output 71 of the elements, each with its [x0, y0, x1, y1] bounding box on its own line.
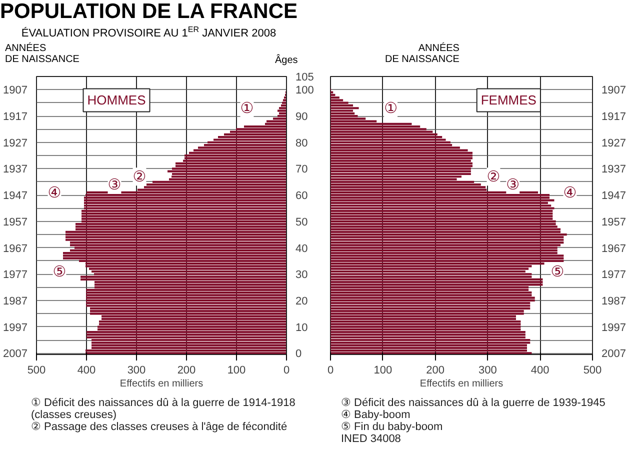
y2-tick-label: 1907 [3, 84, 28, 97]
y-tick-label: 80 [296, 137, 308, 150]
text: FEMMES [480, 92, 537, 108]
x-tick-label: 0 [283, 364, 290, 376]
x-tick-label: 100 [227, 364, 246, 376]
y-tick-label: 20 [296, 295, 308, 308]
x-tick-label: 500 [583, 364, 602, 376]
y2-tick-label: 1947 [3, 190, 28, 202]
y-tick-label: 60 [296, 190, 308, 202]
annotation: ⑤ [550, 262, 564, 280]
text: ③ Déficit des naissances dû à la guerre de 1939-1945 [341, 397, 606, 409]
y2-tick-label: 2007 [3, 348, 28, 360]
text: INED 34008 [341, 433, 402, 445]
text: HOMMES [87, 92, 146, 108]
x-axis-title: Effectifs en milliers [420, 378, 504, 390]
annotation: ③ [108, 176, 122, 194]
annotation: ① [240, 99, 254, 118]
annotation: ③ [506, 176, 520, 194]
y-axis-title: ANNÉES DE NAISSANCE [385, 43, 460, 65]
x-tick-label: 500 [27, 364, 46, 376]
annotation: ② [486, 168, 500, 186]
y-tick-label: 1997 [602, 322, 626, 334]
y-tick-label: 1927 [602, 137, 626, 150]
y2-tick-label: 1927 [3, 137, 28, 150]
y-tick-label: 1947 [602, 190, 626, 202]
x-axis-title: Effectifs en milliers [120, 378, 204, 390]
y-tick-label: 1937 [602, 164, 626, 176]
text: ⑤ Fin du baby-boom [341, 421, 444, 433]
y-tick-label: 0 [296, 348, 302, 360]
x-tick-label: 400 [530, 364, 550, 376]
y2-tick-label: 1987 [3, 295, 28, 308]
y2-tick-label: 1937 [3, 164, 28, 176]
annotation: ④ [48, 183, 62, 202]
text: ④ Baby-boom [341, 409, 412, 421]
y-tick-label: 50 [296, 216, 308, 228]
y-tick-label: 40 [296, 242, 308, 255]
y2-tick-label: 1997 [3, 322, 28, 334]
y-tick-label: 1957 [602, 216, 626, 228]
x-tick-label: 300 [478, 364, 497, 376]
annotation: ④ [563, 183, 577, 202]
chart-title: POPULATION DE LA FRANCE [0, 0, 298, 23]
y-tick-label: 1967 [602, 242, 626, 255]
y-tick-label: 1987 [602, 295, 626, 308]
y-tick-label: 105 [296, 72, 314, 84]
y-tick-label: 70 [296, 164, 308, 176]
y-tick-label: 1907 [602, 84, 626, 97]
y-tick-label: 10 [296, 322, 308, 334]
x-tick-label: 0 [327, 364, 334, 376]
y2-tick-label: 1917 [3, 111, 28, 124]
x-tick-label: 200 [426, 364, 444, 376]
text: ② Passage des classes creuses à l'âge de fécondité [31, 421, 288, 433]
x-tick-label: 300 [127, 364, 146, 376]
y2-axis-title: ANNÉES DE NAISSANCE [5, 43, 80, 65]
y-tick-label: 2007 [602, 348, 626, 360]
y-tick-label: 100 [296, 84, 314, 97]
y2-tick-label: 1967 [3, 242, 28, 255]
y2-tick-label: 1977 [3, 269, 28, 282]
y-tick-label: 30 [296, 269, 308, 282]
text: ① Déficit des naissances dû à la guerre de 1914-1918 (classes creuses) [31, 397, 296, 421]
annotation: ① [384, 99, 398, 118]
y-axis-title: Âges [275, 53, 298, 68]
chart-subtitle: ÉVALUATION PROVISOIRE AU 1$^{ER}$ JANVIER 2008 [20, 24, 278, 41]
y-tick-label: 90 [296, 111, 308, 124]
y-tick-label: 1977 [602, 269, 626, 282]
x-tick-label: 200 [177, 364, 196, 376]
x-tick-label: 100 [374, 364, 392, 376]
y2-tick-label: 1957 [3, 216, 28, 228]
y-tick-label: 1917 [602, 111, 626, 124]
annotation: ⑤ [52, 262, 66, 280]
annotation: ② [132, 168, 146, 186]
x-tick-label: 400 [77, 364, 96, 376]
